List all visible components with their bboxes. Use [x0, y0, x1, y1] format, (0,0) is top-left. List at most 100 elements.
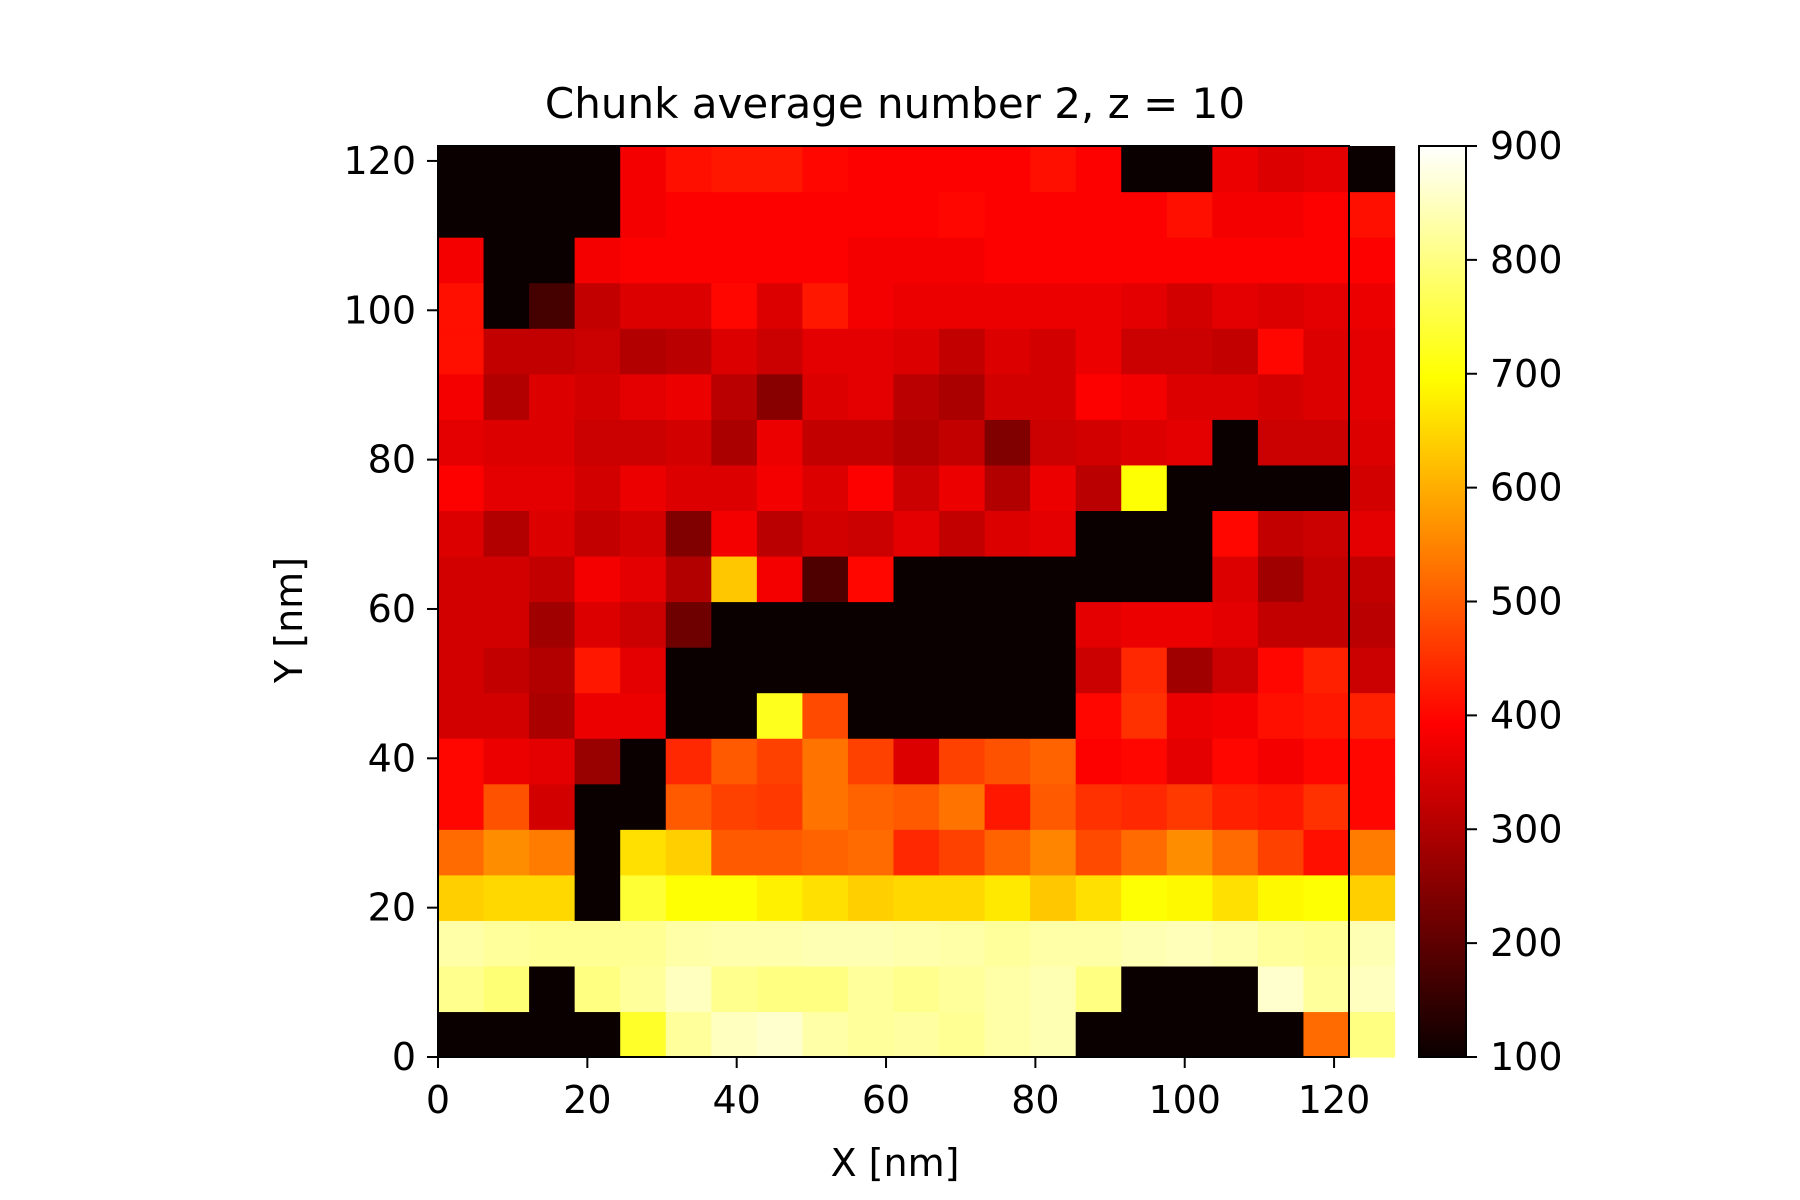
heatmap-cell	[756, 555, 803, 603]
heatmap-cell	[1212, 738, 1259, 785]
x-tick-label: 0	[426, 1078, 450, 1122]
heatmap-cell	[1166, 373, 1213, 420]
heatmap-cell	[847, 146, 895, 193]
heatmap-cell	[984, 282, 1031, 329]
heatmap-cell	[1257, 191, 1305, 238]
heatmap-cell	[984, 874, 1031, 921]
heatmap-cell	[1212, 555, 1259, 603]
heatmap-cell	[1349, 874, 1396, 921]
heatmap-cell	[529, 555, 576, 603]
heatmap-cell	[1030, 191, 1077, 238]
heatmap-cell	[1166, 738, 1213, 785]
heatmap-cell	[756, 738, 803, 785]
heatmap-cell	[483, 191, 530, 238]
heatmap-cell	[1303, 328, 1350, 375]
heatmap-cell	[438, 328, 485, 375]
heatmap-cell	[711, 510, 758, 557]
heatmap-cell	[939, 146, 986, 193]
heatmap-cell	[1030, 237, 1077, 284]
heatmap-cell	[847, 965, 895, 1013]
heatmap-cell	[756, 874, 803, 921]
heatmap-cell	[1030, 920, 1077, 967]
heatmap-cell	[620, 874, 667, 921]
colorbar-tick-label: 800	[1490, 238, 1563, 282]
heatmap-cell	[1257, 237, 1305, 284]
heatmap-cell	[620, 373, 667, 420]
heatmap-cell	[984, 829, 1031, 876]
x-tick-label: 100	[1148, 1078, 1221, 1122]
heatmap-cell	[711, 647, 758, 694]
heatmap-cell	[1121, 464, 1168, 511]
heatmap-cell	[802, 874, 849, 921]
heatmap-cell	[1212, 965, 1259, 1013]
heatmap-cell	[1121, 282, 1168, 329]
heatmap-cell	[756, 601, 803, 648]
colorbar-ticks: 100 200 300 400 500 600 700 800 900	[1466, 124, 1563, 1079]
heatmap-cell	[1075, 191, 1122, 238]
heatmap-cell	[1075, 920, 1122, 967]
heatmap-cell	[893, 965, 940, 1013]
heatmap-cell	[802, 555, 849, 603]
heatmap-cell	[438, 1011, 485, 1058]
heatmap-cell	[438, 647, 485, 694]
heatmap-cell	[1166, 510, 1213, 557]
heatmap-cell	[574, 783, 621, 830]
heatmap-cell	[1030, 874, 1077, 921]
heatmap-cell	[1121, 783, 1168, 830]
heatmap-cell	[1121, 601, 1168, 648]
y-tick-label: 40	[368, 736, 416, 780]
heatmap-cell	[1257, 874, 1305, 921]
heatmap-cell	[847, 282, 895, 329]
heatmap-cell	[438, 555, 485, 603]
heatmap-cell	[939, 373, 986, 420]
colorbar-tick-label: 700	[1490, 352, 1563, 396]
heatmap-cell	[802, 464, 849, 511]
heatmap-cell	[984, 920, 1031, 967]
heatmap-cell	[756, 692, 803, 739]
x-tick-label: 80	[1011, 1078, 1059, 1122]
heatmap-cell	[438, 191, 485, 238]
heatmap-cell	[529, 419, 576, 466]
heatmap-cell	[756, 237, 803, 284]
heatmap-cell	[802, 692, 849, 739]
heatmap-cell	[1075, 829, 1122, 876]
heatmap-cell	[1166, 555, 1213, 603]
heatmap-cell	[1303, 419, 1350, 466]
heatmap-cell	[802, 738, 849, 785]
heatmap-cell	[1257, 920, 1305, 967]
heatmap-cell	[574, 328, 621, 375]
heatmap-cell	[1349, 920, 1396, 967]
heatmap-cell	[665, 510, 712, 557]
plot-frame	[437, 145, 1350, 1058]
heatmap-cell	[1166, 419, 1213, 466]
heatmap-cell	[574, 829, 621, 876]
heatmap-cell	[1257, 510, 1305, 557]
heatmap-cell	[438, 692, 485, 739]
heatmap-cell	[939, 738, 986, 785]
heatmap-cell	[939, 191, 986, 238]
heatmap-cell	[711, 1011, 758, 1058]
heatmap-cell	[1030, 510, 1077, 557]
heatmap-cell	[893, 328, 940, 375]
heatmap-cell	[483, 555, 530, 603]
heatmap-cell	[665, 419, 712, 466]
heatmap-cell	[529, 464, 576, 511]
x-tick-label: 20	[563, 1078, 611, 1122]
heatmap-cell	[438, 464, 485, 511]
heatmap-cell	[1303, 191, 1350, 238]
heatmap-cell	[1212, 191, 1259, 238]
heatmap-cell	[438, 783, 485, 830]
heatmap-cell	[574, 692, 621, 739]
heatmap-cell	[802, 328, 849, 375]
heatmap-cell	[574, 920, 621, 967]
heatmap-cell	[984, 146, 1031, 193]
heatmap-cell	[1030, 146, 1077, 193]
heatmap-cell	[893, 373, 940, 420]
heatmap-cell	[665, 647, 712, 694]
heatmap-cell	[438, 601, 485, 648]
heatmap-cell	[483, 282, 530, 329]
heatmap-cell	[574, 419, 621, 466]
heatmap-cell	[529, 965, 576, 1013]
heatmap-cell	[847, 328, 895, 375]
heatmap-cell	[711, 237, 758, 284]
